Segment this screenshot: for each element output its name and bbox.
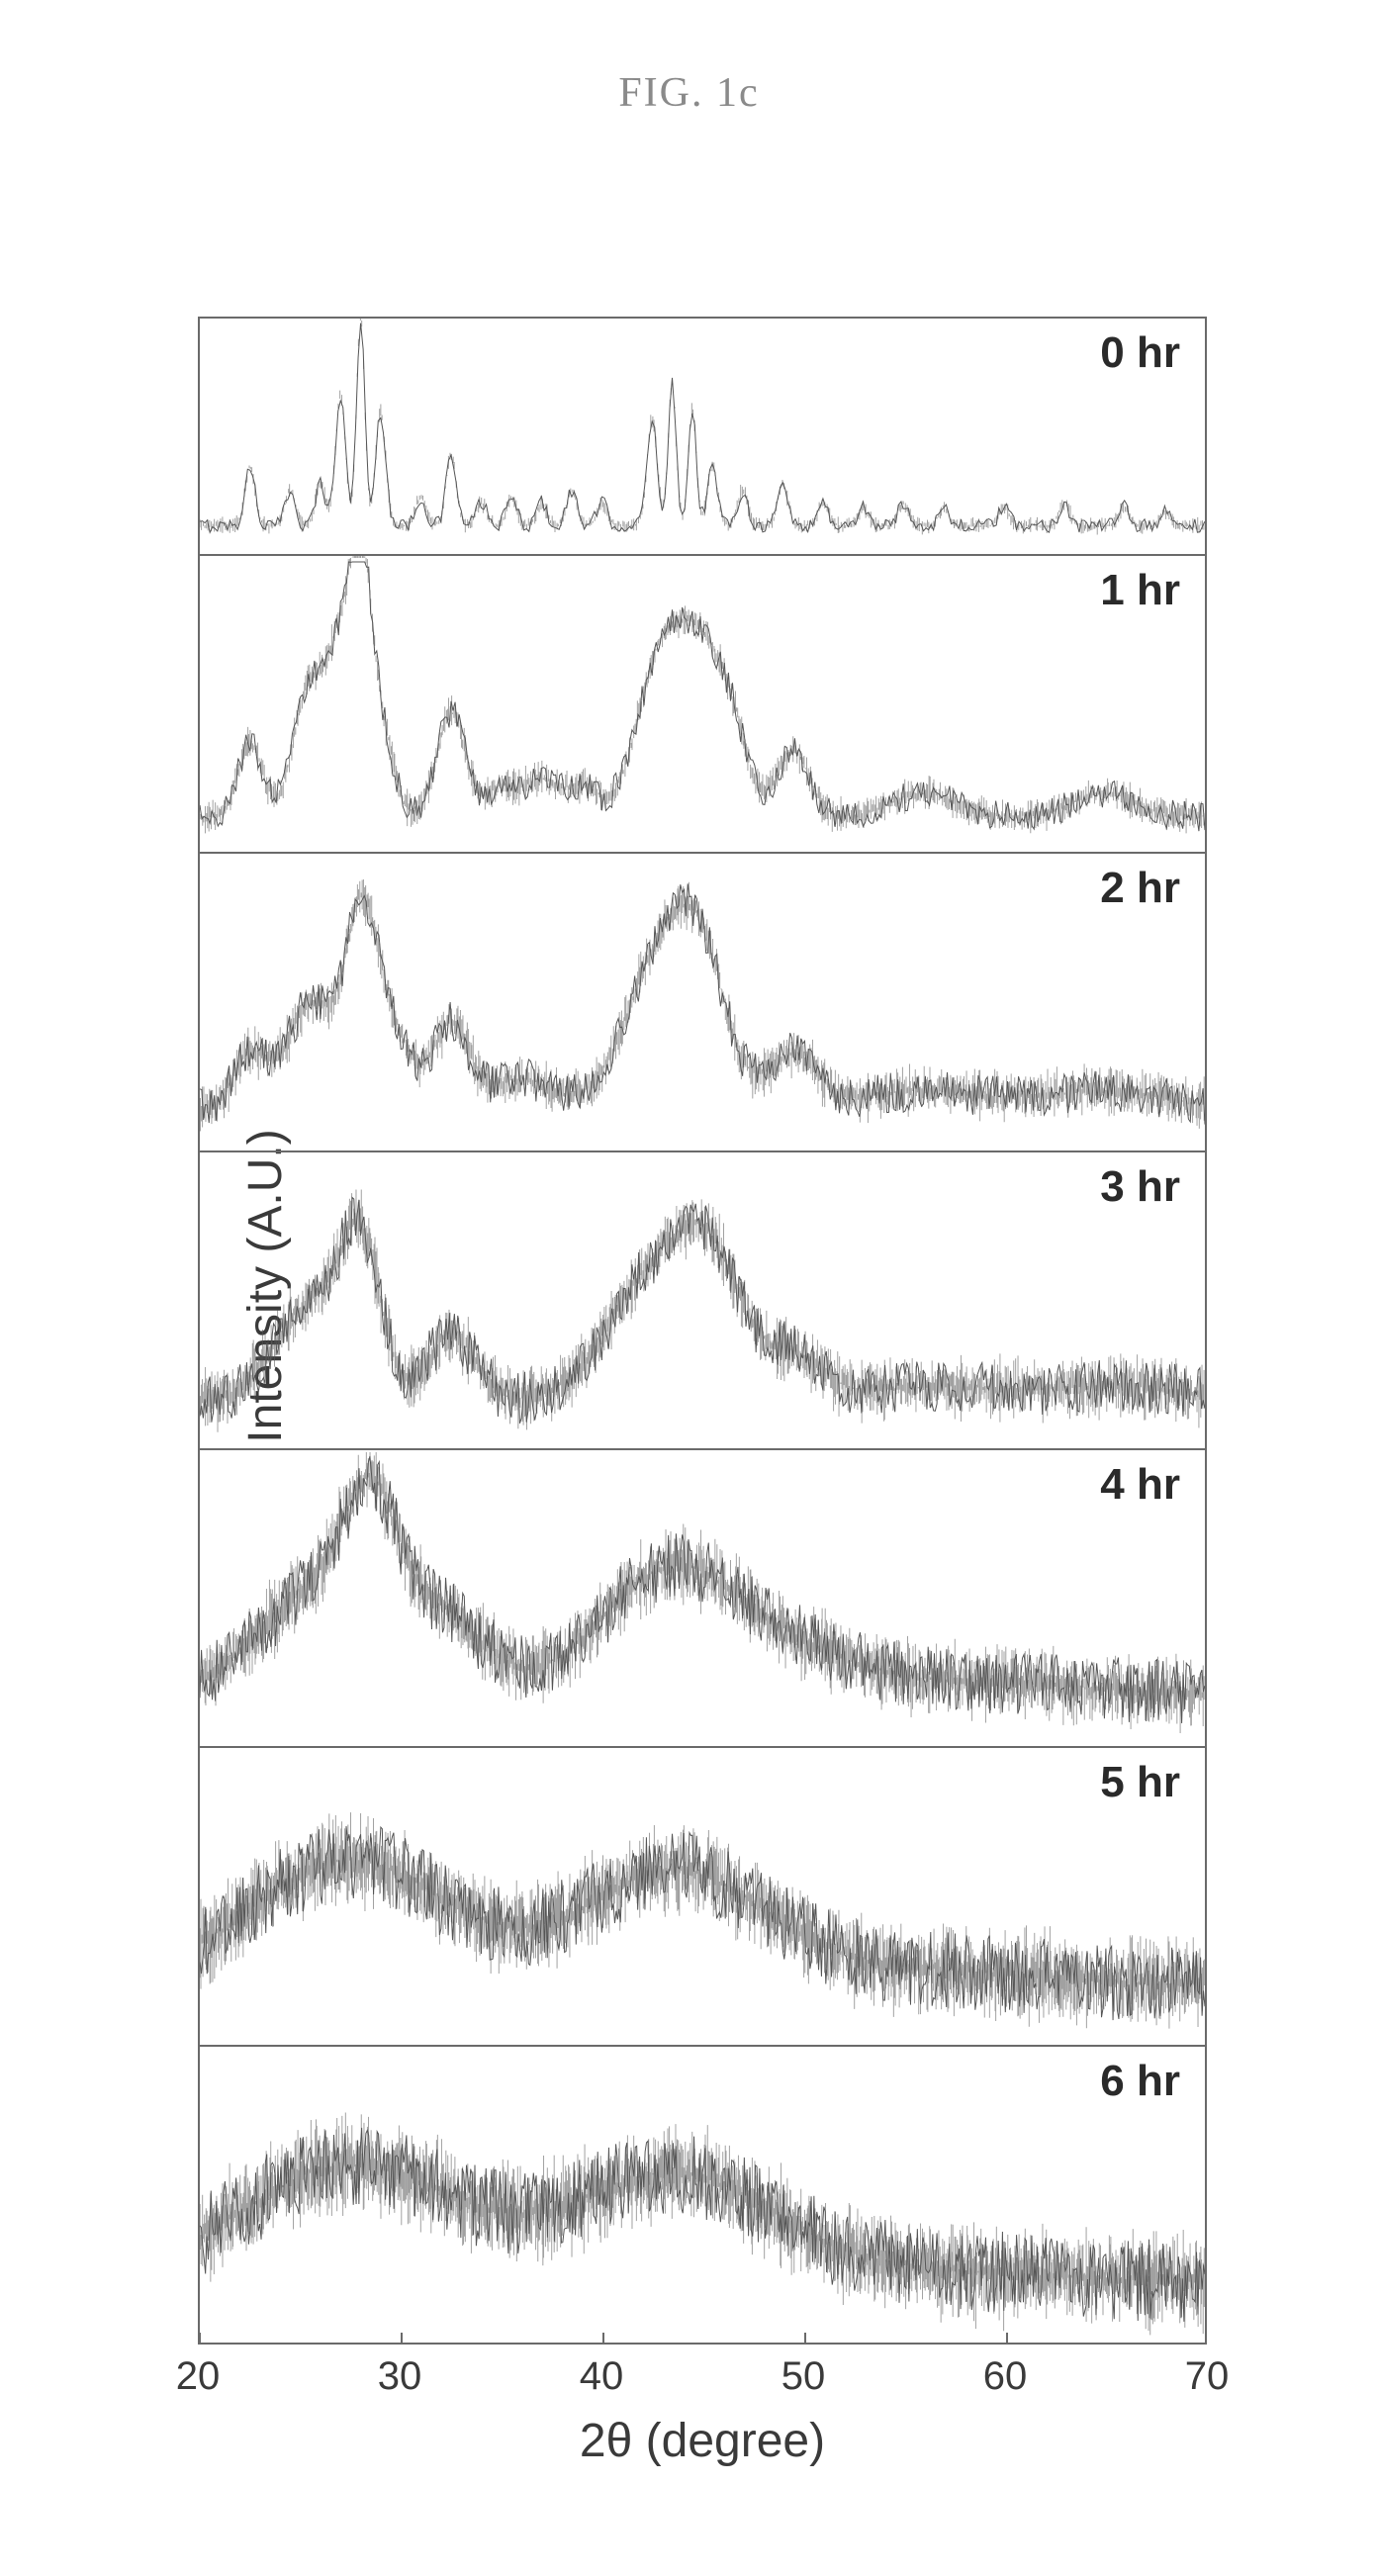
xrd-panel: 3 hr [198, 1152, 1207, 1450]
x-tick-mark [1006, 2333, 1008, 2345]
x-tick-mark [199, 2333, 201, 2345]
xrd-trace [200, 1450, 1205, 1746]
panel-time-label: 2 hr [1100, 864, 1180, 913]
panel-time-label: 5 hr [1100, 1758, 1180, 1807]
xrd-panel: 0 hr [198, 317, 1207, 556]
panel-time-label: 1 hr [1100, 566, 1180, 615]
x-tick-mark [401, 2333, 403, 2345]
xrd-panel: 4 hr [198, 1450, 1207, 1748]
xrd-trace [200, 556, 1205, 852]
panel-time-label: 3 hr [1100, 1162, 1180, 1212]
figure-label: FIG. 1c [0, 69, 1378, 117]
xrd-panel: 1 hr [198, 556, 1207, 854]
xrd-trace [200, 1748, 1205, 2044]
xrd-stacked-plot: 0 hr 1 hr 2 hr 3 hr 4 hr 5 hr 6 hr [198, 317, 1207, 2345]
x-tick-label: 40 [580, 2354, 624, 2399]
x-tick-label: 20 [176, 2354, 221, 2399]
x-tick-label: 30 [378, 2354, 422, 2399]
x-axis-tick-row: 203040506070 [198, 2354, 1207, 2404]
xrd-panel: 2 hr [198, 854, 1207, 1151]
x-tick-mark [804, 2333, 806, 2345]
x-tick-label: 50 [781, 2354, 826, 2399]
x-tick-label: 60 [983, 2354, 1028, 2399]
x-axis-label: 2θ (degree) [198, 2414, 1207, 2468]
x-tick-label: 70 [1185, 2354, 1230, 2399]
xrd-panel: 5 hr [198, 1748, 1207, 2046]
panel-time-label: 4 hr [1100, 1460, 1180, 1510]
xrd-trace [200, 854, 1205, 1150]
xrd-trace [200, 1152, 1205, 1448]
xrd-trace [200, 2047, 1205, 2343]
x-tick-mark [602, 2333, 604, 2345]
panel-time-label: 6 hr [1100, 2057, 1180, 2106]
xrd-panel: 6 hr [198, 2047, 1207, 2345]
figure-page: FIG. 1c Intensity (A.U.) 0 hr1 hr2 hr3 h… [0, 0, 1378, 2576]
panel-time-label: 0 hr [1100, 328, 1180, 378]
xrd-trace [200, 319, 1205, 554]
